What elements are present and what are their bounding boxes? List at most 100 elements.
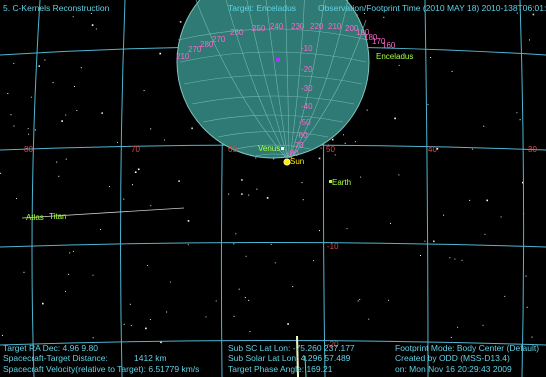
enceladus-globe[interactable]: [176, 0, 370, 159]
star: [256, 188, 258, 190]
sky-grid-line: [31, 0, 41, 377]
atlas-titan-track: [21, 207, 185, 219]
sun-marker[interactable]: [283, 158, 291, 166]
planet-longitude-label: 210: [176, 52, 190, 61]
star: [65, 290, 66, 292]
star: [134, 171, 137, 173]
star: [292, 286, 294, 288]
star: [344, 142, 346, 144]
earth-marker[interactable]: [329, 180, 332, 183]
star: [390, 222, 391, 224]
sky-dec-label: -20: [327, 340, 339, 349]
star: [270, 243, 272, 245]
star: [343, 134, 344, 136]
sky-grid-line: [0, 242, 546, 248]
star: [427, 104, 429, 106]
star: [52, 82, 54, 84]
star: [526, 306, 528, 308]
star: [178, 180, 180, 182]
star: [164, 139, 165, 141]
star: [27, 128, 29, 130]
star: [500, 216, 502, 218]
star: [248, 194, 250, 196]
star: [130, 325, 132, 327]
star: [366, 109, 368, 111]
star: [129, 303, 131, 305]
sky-dec-label: -10: [327, 242, 339, 251]
star: [30, 96, 32, 98]
star: [179, 21, 182, 23]
star: [191, 127, 193, 130]
star: [13, 63, 15, 64]
star: [266, 197, 269, 199]
star: [346, 228, 348, 230]
planet-longitude-label: 170: [372, 37, 386, 46]
planet-longitude-label: 270: [212, 35, 226, 44]
star: [150, 128, 152, 130]
planet-latitude-label: -70: [292, 141, 304, 150]
star: [34, 129, 36, 131]
sky-grid-line: [120, 0, 126, 377]
star: [486, 199, 488, 202]
star: [398, 64, 400, 66]
sub-spacecraft-lat-lon: Sub SC Lat Lon: -75.260 237.177: [228, 343, 355, 353]
star: [354, 141, 356, 143]
star: [522, 181, 524, 184]
star: [241, 179, 243, 181]
star: [72, 250, 74, 252]
star: [483, 125, 485, 127]
star: [28, 133, 30, 135]
star: [430, 57, 432, 59]
titan-label: Titan: [49, 212, 67, 221]
planet-longitude-label: 260: [230, 28, 244, 37]
star: [334, 154, 336, 156]
star: [92, 274, 94, 276]
star: [249, 331, 251, 333]
created-on: on: Mon Nov 16 20:29:43 2009: [395, 364, 512, 374]
star: [58, 175, 60, 177]
star: [205, 316, 207, 318]
star: [319, 230, 320, 232]
star: [482, 324, 484, 326]
target-label: Target: Enceladus: [228, 3, 297, 13]
sky-ra-label: 30: [528, 145, 537, 154]
star: [471, 148, 473, 150]
sky-grid-line: [519, 0, 525, 377]
star: [449, 257, 451, 259]
planet-longitude-label: 160: [382, 41, 396, 50]
sky-ra-label: 60: [228, 145, 237, 154]
planet-longitude-label: 240: [270, 22, 284, 31]
star: [443, 214, 445, 216]
star: [388, 299, 389, 301]
footprint-mode: Footprint Mode: Body Center (Default): [395, 343, 540, 353]
star: [301, 182, 303, 184]
target-phase-angle: Target Phase Angle: 169.21: [228, 364, 333, 374]
star: [287, 323, 289, 325]
star: [235, 233, 237, 235]
venus-marker[interactable]: [281, 147, 284, 150]
star: [255, 157, 257, 159]
enceladus-lat-lon-grid: [177, 0, 369, 159]
star: [44, 59, 46, 61]
star: [359, 299, 361, 300]
star: [166, 311, 168, 313]
star: [233, 315, 235, 317]
star: [90, 13, 92, 14]
star: [92, 337, 94, 339]
atlas-label: Atlas: [26, 213, 44, 222]
spacecraft-footprint-indicator: [296, 335, 299, 377]
enceladus-label: Enceladus: [376, 52, 414, 61]
star: [383, 16, 385, 18]
sky-grid-line: [0, 340, 546, 346]
star: [108, 186, 110, 188]
window-title: 5. C-Kernels Reconstruction: [3, 3, 110, 13]
sky-ra-label: 80: [24, 145, 33, 154]
star: [398, 174, 400, 176]
star: [137, 168, 140, 171]
earth-label: Earth: [332, 178, 352, 187]
star: [424, 240, 426, 242]
star: [160, 341, 162, 344]
sub-spacecraft-marker: [276, 58, 280, 62]
planet-longitude-label: 250: [252, 24, 266, 33]
